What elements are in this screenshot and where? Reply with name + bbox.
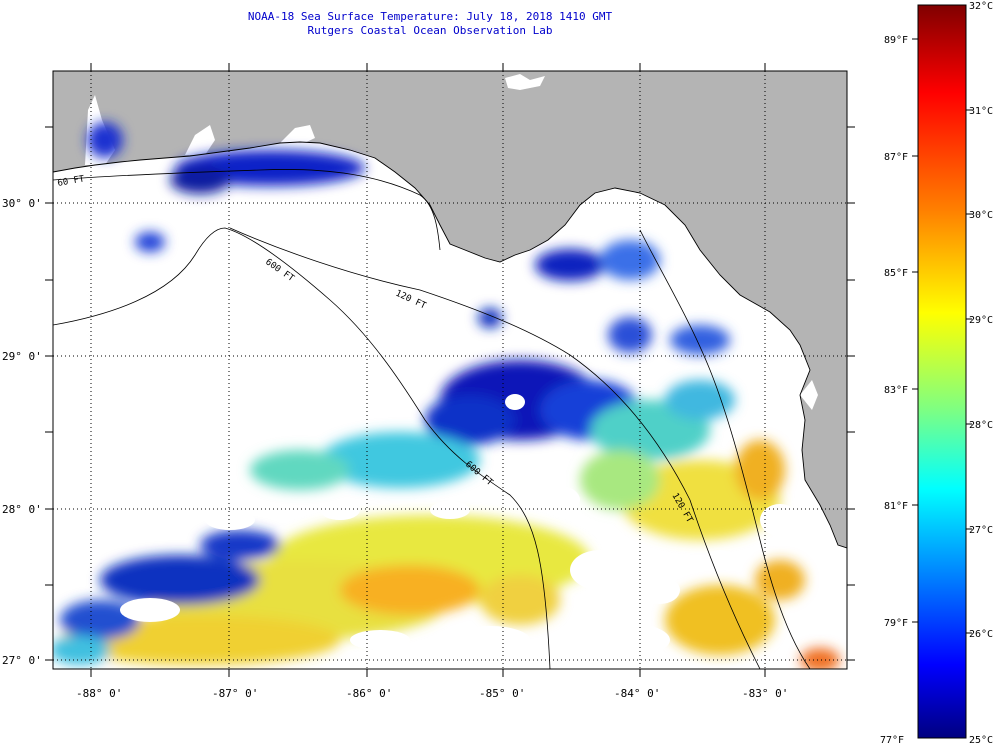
celsius-label: 32°C: [969, 1, 993, 12]
fahrenheit-label: 85°F: [884, 268, 908, 279]
lat-label: 29° 0': [2, 350, 42, 363]
lon-label: -85° 0': [479, 687, 525, 700]
fahrenheit-label: 87°F: [884, 152, 908, 163]
celsius-label: 26°C: [969, 629, 993, 640]
lon-label: -86° 0': [346, 687, 392, 700]
cloud-mask: [120, 394, 800, 658]
fahrenheit-label: 77°F: [880, 735, 904, 746]
lat-label: 28° 0': [2, 503, 42, 516]
graticule: [53, 71, 847, 669]
contour-label-60ft: 60 FT: [57, 174, 86, 189]
celsius-label: 29°C: [969, 315, 993, 326]
lat-label: 27° 0': [2, 654, 42, 667]
map-border: [52, 70, 848, 670]
colorbar: [917, 4, 967, 739]
map-subtitle: Rutgers Coastal Ocean Observation Lab: [307, 24, 553, 37]
lon-label: -83° 0': [742, 687, 788, 700]
choctaw-bay: [280, 125, 315, 145]
colorbar-ticks: [912, 38, 972, 634]
depth-contours: [53, 169, 811, 669]
map-title: NOAA-18 Sea Surface Temperature: July 18…: [247, 10, 613, 23]
lon-label: -87° 0': [212, 687, 258, 700]
fahrenheit-label: 83°F: [884, 385, 908, 396]
coastline: [53, 141, 847, 549]
axis-ticks: [45, 63, 855, 677]
pensacola-bay: [185, 125, 215, 155]
lon-label: -84° 0': [614, 687, 660, 700]
tampa-bay: [800, 380, 818, 410]
fahrenheit-label: 81°F: [884, 501, 908, 512]
celsius-label: 25°C: [969, 735, 993, 746]
celsius-label: 31°C: [969, 106, 993, 117]
land-mass: [53, 71, 847, 548]
lat-label: 30° 0': [2, 197, 42, 210]
fahrenheit-label: 79°F: [884, 618, 908, 629]
celsius-label: 28°C: [969, 420, 993, 431]
lon-label: -88° 0': [76, 687, 122, 700]
celsius-label: 27°C: [969, 525, 993, 536]
fahrenheit-label: 89°F: [884, 35, 908, 46]
celsius-label: 30°C: [969, 210, 993, 221]
island-patch: [505, 74, 545, 90]
